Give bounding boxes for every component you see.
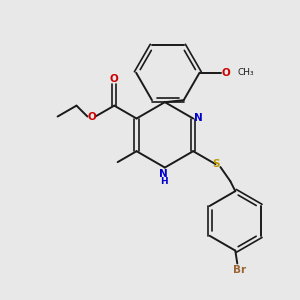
Text: Br: Br: [233, 266, 246, 275]
Text: N: N: [194, 112, 203, 122]
Text: S: S: [213, 159, 220, 169]
Text: N: N: [160, 169, 168, 179]
Text: O: O: [110, 74, 118, 84]
Text: H: H: [160, 177, 168, 186]
Text: O: O: [222, 68, 231, 78]
Text: O: O: [87, 112, 96, 122]
Text: CH₃: CH₃: [237, 68, 254, 77]
